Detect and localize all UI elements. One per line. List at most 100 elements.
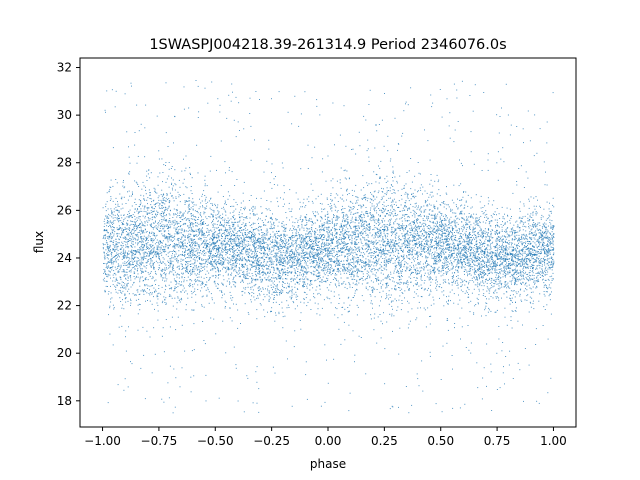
data-point xyxy=(509,297,511,299)
data-point xyxy=(530,238,532,240)
data-point xyxy=(169,245,171,247)
data-point xyxy=(227,256,228,258)
data-point xyxy=(189,224,191,226)
data-point xyxy=(420,184,422,186)
data-point xyxy=(438,272,440,274)
data-point xyxy=(186,187,188,189)
data-point xyxy=(432,214,434,216)
data-point xyxy=(201,282,203,284)
data-point xyxy=(441,236,443,238)
data-point xyxy=(222,266,224,268)
data-point xyxy=(392,251,394,253)
data-point xyxy=(388,243,390,245)
data-point xyxy=(333,215,335,216)
data-point xyxy=(443,294,445,296)
data-point xyxy=(104,235,106,237)
data-point xyxy=(396,182,398,184)
data-point xyxy=(146,284,148,286)
data-point xyxy=(302,269,304,271)
data-point xyxy=(489,277,491,279)
data-point xyxy=(118,233,120,235)
data-point xyxy=(545,279,547,281)
data-point xyxy=(532,251,534,253)
data-point xyxy=(244,206,246,208)
data-point xyxy=(224,306,226,307)
data-point xyxy=(104,289,106,291)
data-point xyxy=(370,213,372,215)
data-point xyxy=(297,268,299,270)
data-point xyxy=(123,252,125,254)
data-point xyxy=(530,302,532,304)
data-point xyxy=(476,284,478,286)
data-point xyxy=(405,191,407,193)
data-point xyxy=(356,272,358,274)
data-point xyxy=(454,216,456,218)
data-point xyxy=(105,291,106,293)
data-point xyxy=(356,212,358,214)
data-point xyxy=(525,271,527,273)
data-point xyxy=(120,290,121,292)
data-point xyxy=(162,212,164,214)
data-point xyxy=(524,234,526,236)
data-point xyxy=(476,240,477,242)
data-point xyxy=(311,246,313,248)
data-point xyxy=(150,265,152,267)
data-point xyxy=(445,223,447,225)
data-point xyxy=(551,220,553,222)
data-point xyxy=(397,236,399,238)
data-point xyxy=(534,231,536,233)
data-point xyxy=(304,292,306,294)
data-point xyxy=(302,202,304,204)
data-point xyxy=(194,279,196,281)
data-point xyxy=(246,217,248,219)
data-point xyxy=(201,195,203,197)
data-point xyxy=(448,219,450,221)
data-point xyxy=(467,216,469,218)
data-point xyxy=(425,265,427,267)
data-point xyxy=(302,260,303,261)
data-point xyxy=(429,277,431,279)
data-point xyxy=(230,218,232,220)
data-point xyxy=(451,221,453,223)
data-point xyxy=(176,245,178,247)
data-point xyxy=(291,288,293,290)
data-point xyxy=(481,236,483,238)
data-point xyxy=(290,266,292,268)
data-point xyxy=(406,230,408,232)
data-point xyxy=(360,254,362,256)
data-point xyxy=(326,239,328,241)
data-point xyxy=(541,235,543,237)
data-point xyxy=(157,304,159,306)
data-point xyxy=(115,257,117,259)
data-point xyxy=(154,253,156,255)
data-point xyxy=(319,253,321,255)
data-point xyxy=(420,215,422,217)
data-point xyxy=(225,211,227,213)
data-point xyxy=(552,240,554,242)
data-point xyxy=(124,294,126,296)
data-point xyxy=(483,230,484,232)
data-point xyxy=(251,292,253,293)
data-point xyxy=(190,190,192,192)
data-point xyxy=(369,232,371,234)
data-point xyxy=(249,97,251,99)
data-point xyxy=(245,225,247,227)
data-point xyxy=(360,235,362,236)
data-point xyxy=(476,251,478,253)
data-point xyxy=(423,230,425,231)
data-point xyxy=(228,167,230,169)
data-point xyxy=(273,247,275,249)
data-point xyxy=(254,271,256,273)
data-point xyxy=(185,261,187,263)
data-point xyxy=(362,219,364,221)
data-point xyxy=(412,272,414,273)
data-point xyxy=(175,251,177,253)
data-point xyxy=(428,228,430,229)
data-point xyxy=(198,280,200,282)
data-point xyxy=(305,271,307,273)
data-point xyxy=(543,161,545,163)
data-point xyxy=(158,205,160,207)
data-point xyxy=(545,233,547,235)
data-point xyxy=(425,251,427,253)
data-point xyxy=(178,255,180,257)
